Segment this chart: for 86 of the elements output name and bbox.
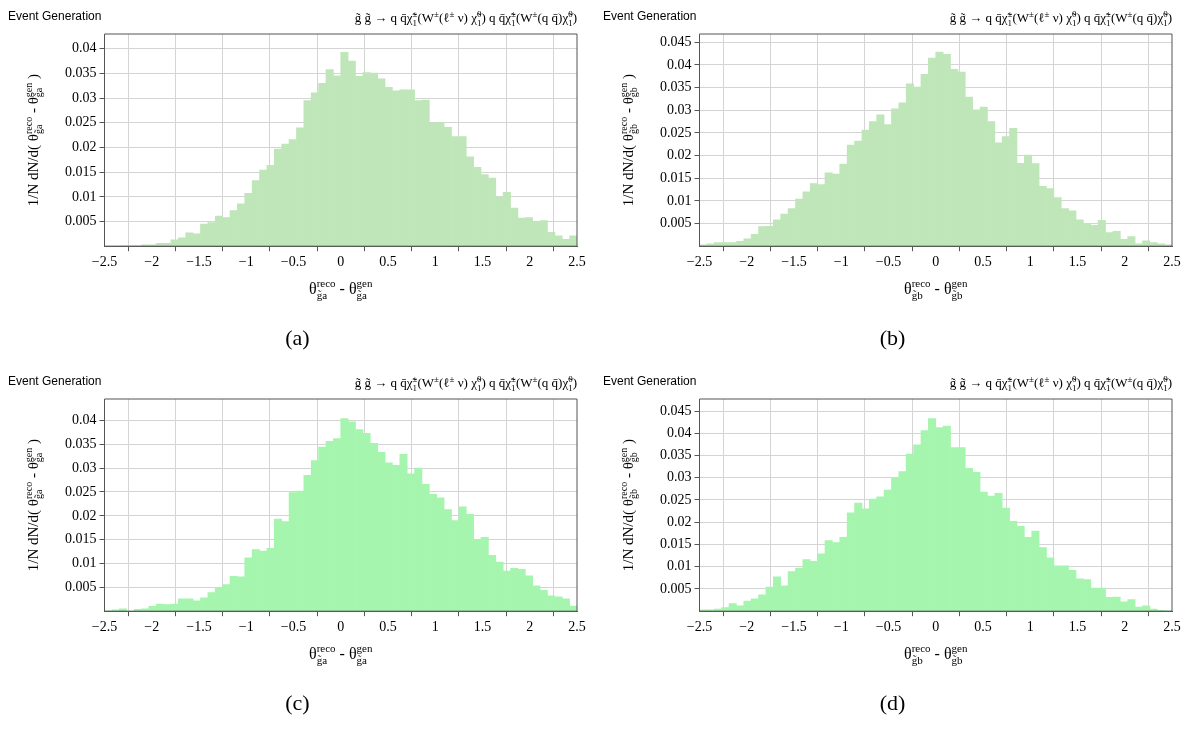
x-tick-label: −1.5 — [186, 618, 212, 634]
y-tick-label: 0.04 — [667, 56, 692, 72]
x-tick-label: 1 — [431, 618, 439, 634]
x-tick-label: 2.5 — [1163, 618, 1181, 634]
y-tick-label: 0.025 — [65, 483, 97, 499]
y-tick-label: 0.005 — [660, 580, 692, 596]
x-tick-label: −1 — [238, 618, 254, 634]
y-tick-label: 0.01 — [667, 557, 692, 573]
text: (b) — [878, 324, 907, 352]
x-tick-label: −1.5 — [186, 254, 212, 270]
y-tick-label: 0.04 — [72, 411, 97, 427]
y-tick-label: 0.005 — [660, 215, 692, 231]
x-tick-label: 0.5 — [379, 618, 397, 634]
y-tick-label: 0.02 — [72, 139, 97, 155]
text: (a) — [284, 324, 311, 352]
x-tick-label: 1.5 — [473, 618, 492, 634]
chart-title: Event Generation — [8, 373, 102, 388]
x-tick-label: −2 — [144, 618, 160, 634]
text: (d) — [878, 688, 907, 717]
x-tick-label: −2.5 — [686, 618, 713, 634]
y-tick-label: 0.03 — [72, 89, 97, 105]
chart-title: Event Generation — [8, 9, 102, 23]
x-tick-label: 2.5 — [1163, 254, 1181, 270]
x-tick-label: −0.5 — [875, 618, 902, 634]
x-tick-label: 0 — [337, 254, 345, 270]
x-tick-label: 2 — [526, 618, 534, 634]
y-tick-label: 0.02 — [667, 513, 692, 529]
text: (c) — [284, 688, 311, 717]
y-tick-label: 0.01 — [72, 554, 97, 570]
x-tick-label: −2.5 — [91, 254, 118, 270]
x-tick-label: −0.5 — [280, 618, 307, 634]
x-tick-label: −0.5 — [875, 254, 902, 270]
x-tick-label: 2 — [1121, 254, 1129, 270]
y-tick-label: 0.015 — [65, 163, 97, 179]
y-tick-label: 0.025 — [660, 124, 692, 140]
y-tick-label: 0.035 — [660, 79, 692, 95]
y-tick-label: 0.01 — [667, 192, 692, 208]
x-tick-label: −2 — [144, 254, 160, 270]
chart-title: Event Generation — [603, 9, 697, 23]
y-tick-label: 0.04 — [72, 40, 97, 56]
x-tick-label: 0.5 — [974, 618, 992, 634]
x-tick-label: 0.5 — [974, 254, 992, 270]
y-tick-label: 0.045 — [660, 402, 692, 418]
y-tick-label: 0.04 — [667, 424, 692, 440]
y-tick-label: 0.01 — [72, 188, 97, 204]
x-tick-label: −2 — [739, 618, 755, 634]
y-tick-label: 0.015 — [65, 530, 97, 546]
y-tick-label: 0.03 — [667, 101, 692, 117]
x-tick-label: 0.5 — [379, 254, 397, 270]
x-tick-label: −1 — [238, 254, 254, 270]
y-tick-label: 0.015 — [660, 535, 692, 551]
y-tick-label: 0.035 — [660, 446, 692, 462]
y-tick-label: 0.025 — [660, 491, 692, 507]
x-tick-label: 2.5 — [568, 618, 586, 634]
x-tick-label: 1.5 — [1068, 618, 1087, 634]
x-tick-label: −1 — [833, 254, 849, 270]
y-tick-label: 0.03 — [667, 468, 692, 484]
y-tick-label: 0.035 — [65, 65, 97, 81]
y-tick-label: 0.03 — [72, 459, 97, 475]
x-tick-label: 1 — [1026, 254, 1034, 270]
y-tick-label: 0.02 — [667, 147, 692, 163]
y-tick-label: 0.005 — [65, 578, 97, 594]
x-tick-label: −2.5 — [91, 618, 118, 634]
x-tick-label: 1.5 — [1068, 254, 1087, 270]
x-tick-label: 0 — [932, 254, 940, 270]
x-tick-label: 2.5 — [568, 254, 586, 270]
x-tick-label: −1.5 — [781, 254, 807, 270]
y-tick-label: 0.025 — [65, 114, 97, 130]
x-tick-label: 1 — [1026, 618, 1034, 634]
x-tick-label: 2 — [526, 254, 534, 270]
y-tick-label: 0.015 — [660, 169, 692, 185]
x-tick-label: 0 — [932, 618, 940, 634]
x-tick-label: 1 — [431, 254, 439, 270]
x-tick-label: 2 — [1121, 618, 1129, 634]
x-tick-label: −2.5 — [686, 254, 713, 270]
y-tick-label: 0.035 — [65, 435, 97, 451]
x-tick-label: −2 — [739, 254, 755, 270]
x-tick-label: −0.5 — [280, 254, 307, 270]
y-tick-label: 0.02 — [72, 507, 97, 522]
x-tick-label: 0 — [337, 618, 345, 634]
y-tick-label: 0.005 — [65, 213, 97, 229]
chart-title: Event Generation — [603, 373, 697, 388]
y-tick-label: 0.045 — [660, 33, 692, 49]
x-tick-label: −1.5 — [781, 618, 807, 634]
x-tick-label: −1 — [833, 618, 849, 634]
x-tick-label: 1.5 — [473, 254, 492, 270]
